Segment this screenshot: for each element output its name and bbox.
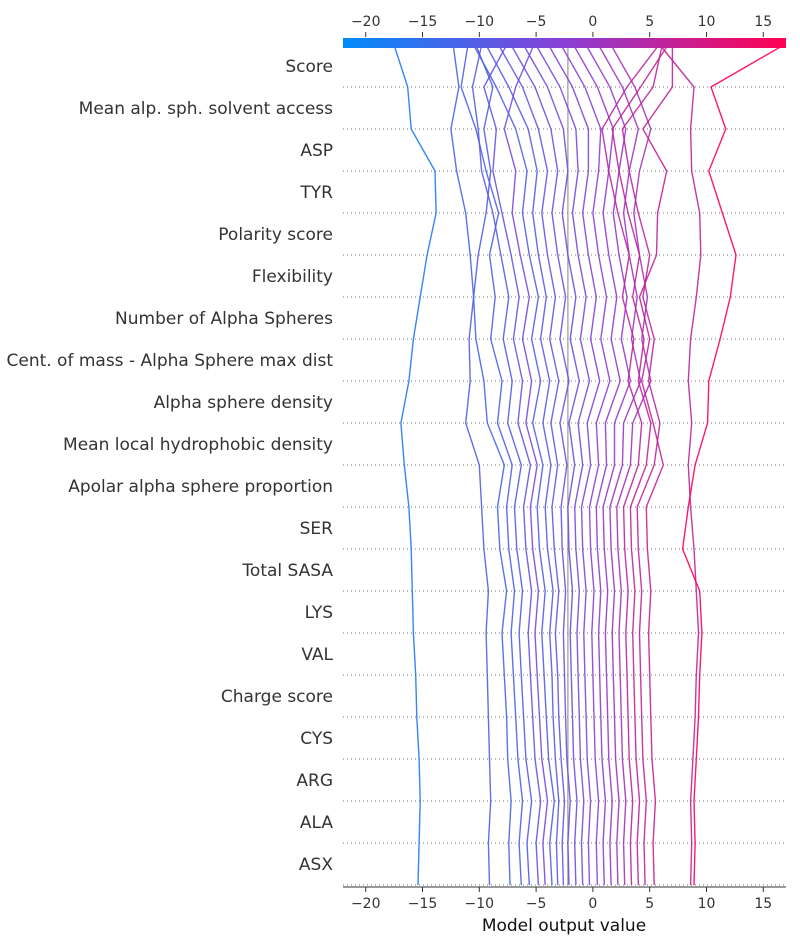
top-tick-label: −10 (465, 14, 495, 30)
feature-label: SER (300, 519, 334, 539)
feature-label: ALA (300, 813, 333, 833)
feature-label: Mean alp. sph. solvent access (79, 99, 333, 119)
feature-label: Cent. of mass - Alpha Sphere max dist (6, 351, 333, 371)
bottom-tick-label: 0 (588, 896, 597, 912)
bottom-tick-label: −10 (465, 896, 495, 912)
feature-label: ASP (300, 141, 333, 161)
top-tick-label: 5 (645, 14, 654, 30)
decision-path (473, 45, 532, 885)
output-colorbar (343, 38, 786, 48)
feature-label: Apolar alpha sphere proportion (68, 477, 333, 497)
bottom-tick-label: 15 (754, 896, 772, 912)
x-axis-title: Model output value (482, 916, 646, 936)
feature-label: CYS (300, 729, 333, 749)
bottom-tick-label: −5 (526, 896, 547, 912)
feature-label: Charge score (221, 687, 333, 707)
decision-path (683, 45, 784, 885)
feature-label: Total SASA (241, 561, 333, 581)
top-tick-label: 10 (698, 14, 716, 30)
bottom-tick-label: 10 (698, 896, 716, 912)
bottom-tick-label: −20 (351, 896, 381, 912)
top-tick-label: −20 (351, 14, 381, 30)
top-axis: −20 −15 −10 −5 0 5 10 15 (351, 14, 772, 37)
decision-path (536, 45, 589, 885)
feature-label: TYR (299, 183, 333, 203)
feature-label: Flexibility (252, 267, 333, 287)
feature-label: LYS (305, 603, 333, 623)
feature-label: ARG (296, 771, 333, 791)
feature-label: Alpha sphere density (154, 393, 333, 413)
bottom-axis: −20 −15 −10 −5 0 5 10 15 (351, 887, 772, 912)
feature-label: ASX (299, 855, 333, 875)
feature-label: Score (285, 57, 333, 77)
feature-labels: Score Mean alp. sph. solvent access ASP TYR… (6, 57, 333, 875)
top-tick-label: 0 (588, 14, 597, 30)
feature-label: Mean local hydrophobic density (63, 435, 333, 455)
feature-label: Polarity score (218, 225, 333, 245)
feature-label: Number of Alpha Spheres (115, 309, 333, 329)
bottom-tick-label: 5 (645, 896, 654, 912)
decision-path (622, 45, 662, 885)
top-tick-label: 15 (754, 14, 772, 30)
top-tick-label: −15 (408, 14, 438, 30)
feature-label: VAL (301, 645, 333, 665)
bottom-tick-label: −15 (408, 896, 438, 912)
decision-paths (394, 45, 784, 885)
decision-path (611, 45, 651, 885)
top-tick-label: −5 (526, 14, 547, 30)
